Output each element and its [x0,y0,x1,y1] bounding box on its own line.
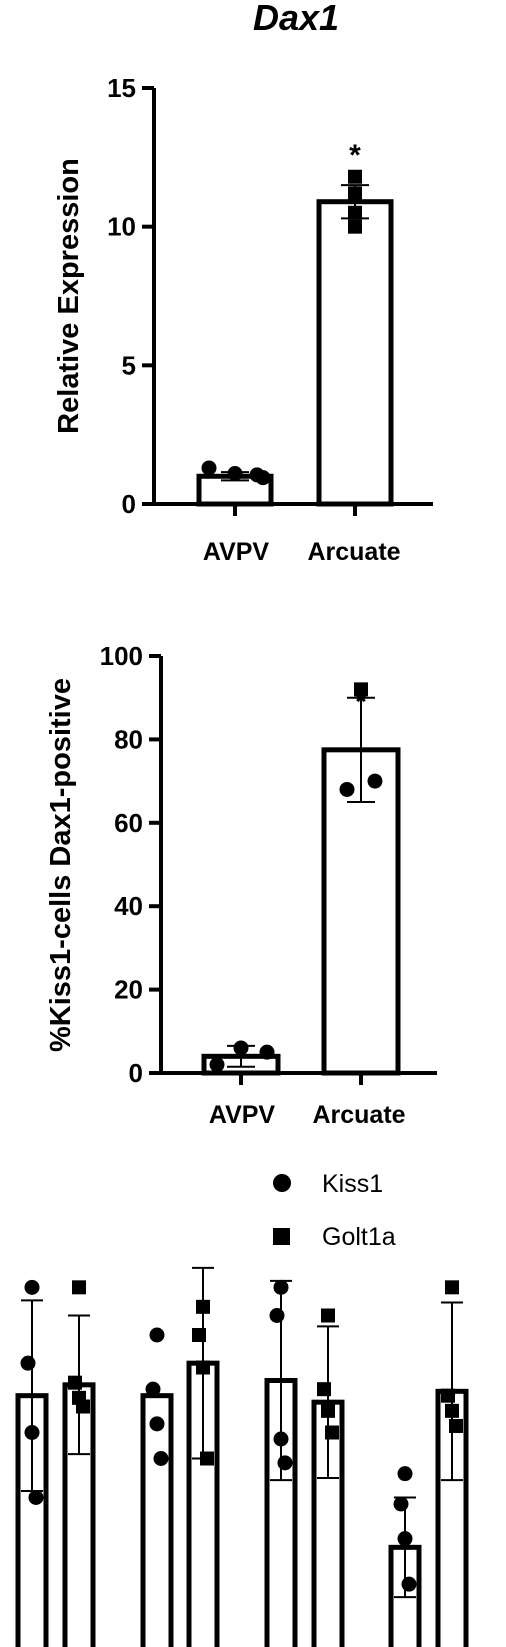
y-tick-label: 5 [122,350,136,380]
data-point-kiss1 [24,1425,40,1440]
y-tick-label: 15 [107,73,136,103]
data-point-golt1a [196,1360,210,1375]
significance-marker: * [399,1464,411,1497]
bar-arcuate [316,199,394,507]
y-axis-label: Relative Expression [53,158,85,434]
bars: * [201,682,401,1076]
data-point-kiss1 [153,1451,169,1466]
y-tick-label: 0 [122,489,136,519]
data-point [348,169,362,184]
category-label-arcuate: Arcuate [312,1101,405,1129]
legend-label-golt1a: Golt1a [322,1223,396,1251]
data-point-golt1a [72,1280,86,1295]
data-point-golt1a [441,1388,455,1403]
category-label-arcuate: Arcuate [307,538,400,566]
chart-grouped-kiss1-golt1a: Kiss1 Golt1a * [15,1170,469,1647]
data-point-golt1a [196,1299,210,1314]
data-point-golt1a [200,1451,214,1466]
legend: Kiss1 Golt1a [273,1170,396,1251]
significance-marker: * [349,139,361,172]
data-point [259,1044,275,1060]
legend-marker-kiss1 [273,1174,291,1192]
data-point-golt1a [321,1308,335,1323]
y-tick-label: 40 [114,891,143,921]
y-tick-label: 60 [114,808,143,838]
data-point [348,205,362,220]
data-point-golt1a [317,1382,331,1397]
data-point-golt1a [76,1399,90,1414]
data-point [339,781,355,797]
data-point-kiss1 [269,1308,285,1323]
category-label-avpv: AVPV [209,1101,276,1129]
y-tick-label: 100 [100,641,143,671]
data-point-kiss1 [273,1279,289,1295]
data-point-kiss1 [393,1496,409,1512]
data-point-kiss1 [277,1455,293,1471]
bar-arcuate [321,747,401,1076]
chart-kiss1-cells-dax1-positive: %Kiss1-cells Dax1-positive 020406080100 … [45,641,437,1129]
data-point-kiss1 [149,1327,165,1343]
chart-title: Dax1 [253,0,339,38]
legend-marker-golt1a [273,1228,290,1245]
data-point [227,465,243,481]
data-point-kiss1 [28,1490,44,1505]
data-point [354,682,368,697]
y-axis-label: %Kiss1-cells Dax1-positive [45,678,77,1052]
y-tick-label: 20 [114,975,143,1005]
data-point-kiss1 [401,1576,417,1592]
y-tick-label: 10 [107,212,136,242]
data-point [348,219,362,234]
y-tick-label: 0 [129,1058,143,1088]
data-point-golt1a [445,1280,459,1295]
data-point-kiss1 [397,1466,413,1482]
significance-marker: * [355,686,367,719]
data-point [255,470,271,486]
bars: * [15,1266,469,1647]
data-point-golt1a [192,1328,206,1342]
data-point-kiss1 [145,1381,161,1397]
legend-label-kiss1: Kiss1 [322,1170,383,1198]
data-point-golt1a [325,1425,339,1440]
data-point-kiss1 [20,1355,36,1371]
category-label-avpv: AVPV [203,538,270,566]
bar-kiss1-2 [140,1393,174,1647]
data-point [367,773,383,789]
data-point-golt1a [449,1419,463,1433]
data-point-kiss1 [149,1416,165,1432]
data-point-golt1a [445,1403,459,1418]
data-point [201,460,217,476]
data-point [209,1057,225,1073]
data-point-golt1a [321,1403,335,1418]
data-point-kiss1 [397,1531,413,1547]
data-point-golt1a [68,1375,82,1390]
y-tick-label: 80 [114,724,143,754]
data-point [233,1040,249,1056]
bars: * [196,139,394,507]
data-point [348,186,362,201]
chart-dax1-relative-expression: Dax1 Relative Expression 0 5 10 15 * AVPV A… [53,0,433,566]
data-point-kiss1 [24,1279,40,1295]
data-point-kiss1 [273,1431,289,1447]
